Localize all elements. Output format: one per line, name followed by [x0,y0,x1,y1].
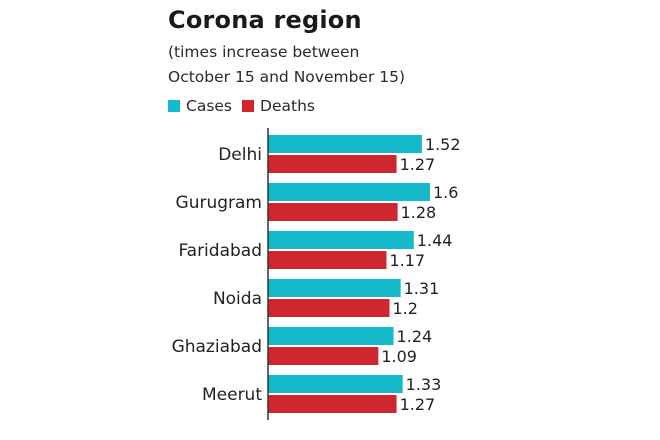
value-label-cases-noida: 1.31 [404,279,440,298]
category-label-meerut: Meerut [202,385,262,405]
category-label-faridabad: Faridabad [178,241,262,261]
bar-cases-delhi [268,135,422,153]
bar-cases-faridabad [268,231,414,249]
value-label-deaths-gurugram: 1.28 [401,203,437,222]
legend-item-deaths: Deaths [242,97,315,115]
legend-swatch-cases [168,100,180,112]
subtitle-line-1: (times increase between [168,43,360,61]
value-label-cases-faridabad: 1.44 [417,231,453,250]
category-label-noida: Noida [213,289,262,309]
bar-deaths-ghaziabad [268,347,379,365]
bar-deaths-delhi [268,155,397,173]
value-label-cases-gurugram: 1.6 [433,183,458,202]
bar-deaths-noida [268,299,390,317]
value-label-cases-ghaziabad: 1.24 [397,327,433,346]
legend-label-deaths: Deaths [260,97,315,115]
value-label-deaths-faridabad: 1.17 [389,251,425,270]
chart-title: Corona region [168,6,362,34]
bar-cases-meerut [268,375,403,393]
subtitle-line-2: October 15 and November 15) [168,68,406,86]
bar-deaths-meerut [268,395,397,413]
bar-deaths-gurugram [268,203,398,221]
bar-cases-noida [268,279,401,297]
category-label-ghaziabad: Ghaziabad [172,337,262,357]
chart-legend: Cases Deaths [168,97,325,115]
bar-deaths-faridabad [268,251,387,269]
value-label-deaths-noida: 1.2 [393,299,418,318]
value-label-cases-delhi: 1.52 [425,135,461,154]
chart-subtitle: (times increase between October 15 and N… [168,40,488,90]
legend-swatch-deaths [242,100,255,112]
value-label-cases-meerut: 1.33 [406,375,442,394]
value-label-deaths-ghaziabad: 1.09 [381,347,417,366]
legend-item-cases: Cases [168,97,232,115]
category-label-gurugram: Gurugram [176,193,262,213]
value-label-deaths-delhi: 1.27 [400,155,436,174]
bar-cases-ghaziabad [268,327,394,345]
value-label-deaths-meerut: 1.27 [400,395,436,414]
legend-label-cases: Cases [186,97,233,115]
category-label-delhi: Delhi [218,145,262,165]
bar-cases-gurugram [268,183,430,201]
